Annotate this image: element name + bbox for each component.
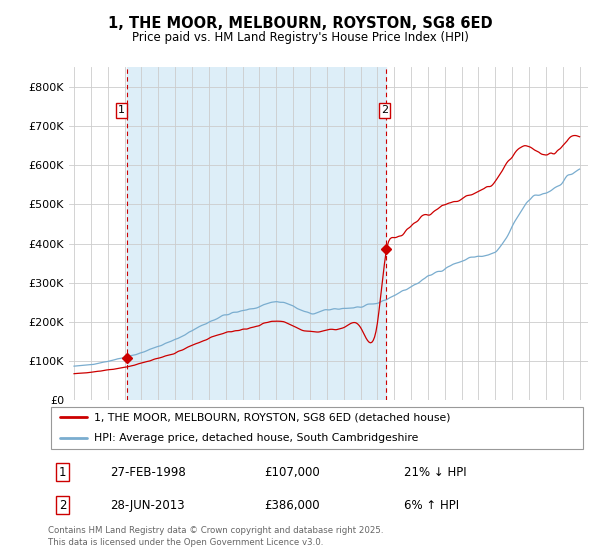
Text: 28-JUN-2013: 28-JUN-2013 (110, 498, 185, 512)
Text: 1: 1 (59, 465, 66, 479)
Text: 21% ↓ HPI: 21% ↓ HPI (404, 465, 467, 479)
Text: 27-FEB-1998: 27-FEB-1998 (110, 465, 186, 479)
Text: 2: 2 (59, 498, 66, 512)
Text: 1, THE MOOR, MELBOURN, ROYSTON, SG8 6ED (detached house): 1, THE MOOR, MELBOURN, ROYSTON, SG8 6ED … (94, 412, 451, 422)
Text: 1: 1 (118, 105, 125, 115)
Bar (127, 67, 386, 400)
Text: £107,000: £107,000 (264, 465, 320, 479)
Text: HPI: Average price, detached house, South Cambridgeshire: HPI: Average price, detached house, Sout… (94, 433, 418, 444)
FancyBboxPatch shape (50, 407, 583, 449)
Text: Price paid vs. HM Land Registry's House Price Index (HPI): Price paid vs. HM Land Registry's House … (131, 31, 469, 44)
Text: 1, THE MOOR, MELBOURN, ROYSTON, SG8 6ED: 1, THE MOOR, MELBOURN, ROYSTON, SG8 6ED (107, 16, 493, 31)
Text: 2: 2 (381, 105, 388, 115)
Text: Contains HM Land Registry data © Crown copyright and database right 2025.
This d: Contains HM Land Registry data © Crown c… (48, 526, 383, 547)
Text: £386,000: £386,000 (264, 498, 320, 512)
Text: 6% ↑ HPI: 6% ↑ HPI (404, 498, 460, 512)
